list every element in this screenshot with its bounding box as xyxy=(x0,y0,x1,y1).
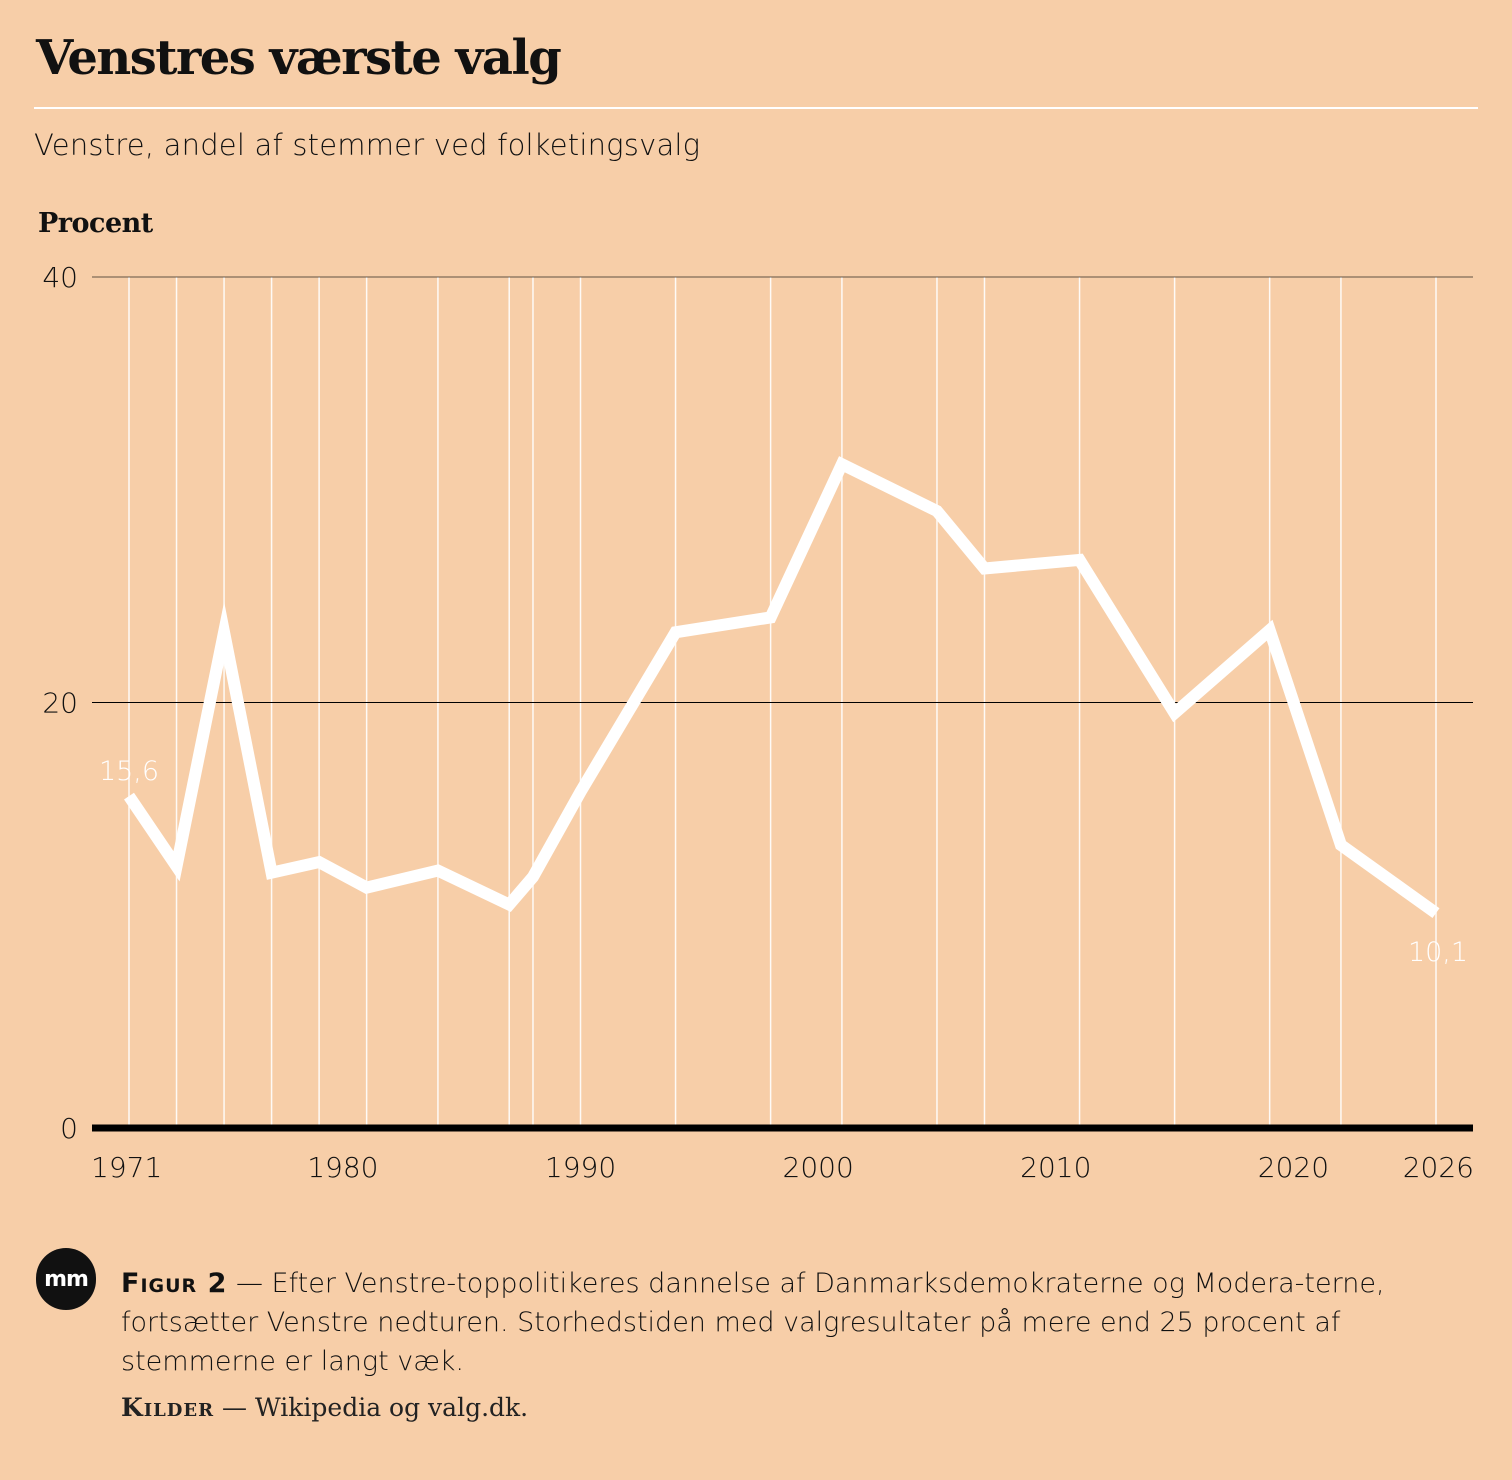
x-tick-labels: 1971 1980 1990 2000 2010 2020 2026 xyxy=(91,1151,1474,1184)
x-tick-label: 2000 xyxy=(783,1151,854,1184)
publisher-logo: mm xyxy=(36,1248,96,1310)
sources-label: Kilder xyxy=(121,1393,215,1422)
x-tick-label: 1980 xyxy=(307,1151,378,1184)
sources-line: Kilder — Wikipedia og valg.dk. xyxy=(121,1393,528,1422)
chart-title: Venstres værste valg xyxy=(36,30,562,86)
data-label: 15,6 xyxy=(99,756,159,787)
sources-dash: — xyxy=(222,1393,248,1422)
x-tick-label: 2026 xyxy=(1403,1151,1474,1184)
data-labels: 15,6 10,1 xyxy=(99,756,1468,968)
caption-dash: — xyxy=(235,1268,263,1299)
data-label: 10,1 xyxy=(1408,937,1468,968)
y-axis-label: Procent xyxy=(38,208,153,239)
data-series xyxy=(124,456,1440,919)
title-divider xyxy=(34,107,1478,109)
x-tick-label: 2020 xyxy=(1258,1151,1329,1184)
figure-label: Figur 2 xyxy=(121,1268,228,1299)
figure-caption: Figur 2 — Efter Venstre-toppolitikeres d… xyxy=(121,1264,1451,1381)
caption-text: Efter Venstre-toppolitikeres dannelse af… xyxy=(121,1268,1385,1377)
chart-subtitle: Venstre, andel af stemmer ved folketings… xyxy=(34,128,701,162)
y-tick-label: 20 xyxy=(42,687,78,720)
horizontal-gridlines xyxy=(92,276,1473,1132)
y-tick-label: 0 xyxy=(60,1112,78,1145)
series-line-venstre xyxy=(124,456,1440,919)
sources-text: Wikipedia og valg.dk. xyxy=(255,1393,529,1422)
y-tick-labels: 0 20 40 xyxy=(42,261,78,1145)
x-tick-label: 1971 xyxy=(91,1151,162,1184)
y-tick-label: 40 xyxy=(42,261,78,294)
x-tick-label: 2010 xyxy=(1020,1151,1091,1184)
x-tick-label: 1990 xyxy=(545,1151,616,1184)
